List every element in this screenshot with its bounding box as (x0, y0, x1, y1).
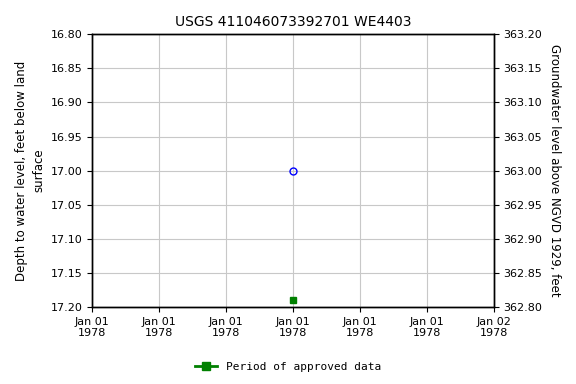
Legend: Period of approved data: Period of approved data (191, 358, 385, 377)
Title: USGS 411046073392701 WE4403: USGS 411046073392701 WE4403 (175, 15, 411, 29)
Y-axis label: Groundwater level above NGVD 1929, feet: Groundwater level above NGVD 1929, feet (548, 44, 561, 297)
Y-axis label: Depth to water level, feet below land
surface: Depth to water level, feet below land su… (15, 61, 45, 281)
